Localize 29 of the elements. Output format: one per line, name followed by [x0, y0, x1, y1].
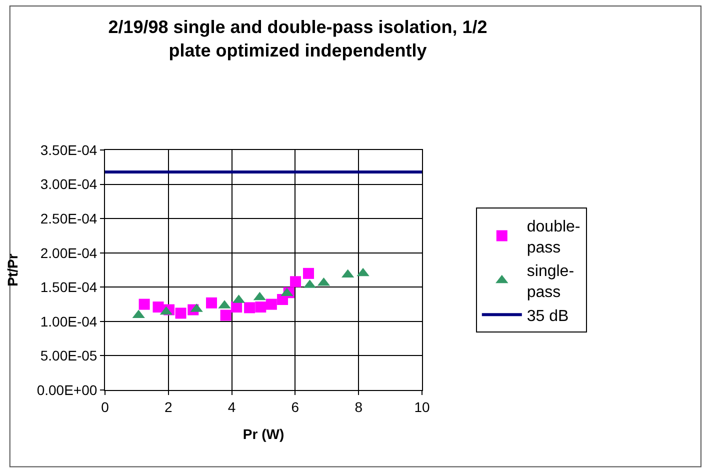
x-tick-label: 6: [291, 398, 300, 415]
point: [175, 308, 186, 319]
point: [206, 297, 218, 308]
y-tick-label: 1.50E-04: [40, 279, 98, 296]
chart-title: 2/19/98 single and double-pass isolation, 1/2 plate optimized independently: [108, 17, 488, 60]
point: [303, 268, 314, 279]
y-tick-label: 1.00E-04: [40, 313, 98, 330]
point: [152, 302, 164, 313]
point: [138, 298, 150, 310]
point: [244, 302, 256, 314]
y-tick-label: 5.00E-05: [40, 348, 98, 364]
y-tick-label: 0.00E+00: [36, 382, 98, 398]
legend-label: single-pass: [526, 263, 574, 302]
y-tick-label: 3.00E-04: [40, 176, 98, 192]
point: [266, 298, 277, 310]
point: [255, 302, 266, 313]
x-tick-label: 8: [354, 398, 363, 415]
y-tick-label: 2.50E-04: [40, 210, 98, 226]
point: [290, 276, 302, 288]
y-tick-label: 2.00E-04: [40, 244, 98, 261]
x-tick-label: 10: [414, 398, 430, 415]
x-tick-label: 4: [228, 398, 236, 415]
x-tick-label: 0: [101, 398, 110, 415]
y-axis-title: Pt/Pr: [4, 253, 20, 286]
y-tick-label: 3.50E-04: [40, 142, 98, 158]
point: [220, 310, 232, 321]
x-axis-title: Pr (W): [242, 426, 284, 442]
x-tick-label: 2: [164, 398, 172, 415]
legend-label: 35 dB: [526, 308, 569, 325]
